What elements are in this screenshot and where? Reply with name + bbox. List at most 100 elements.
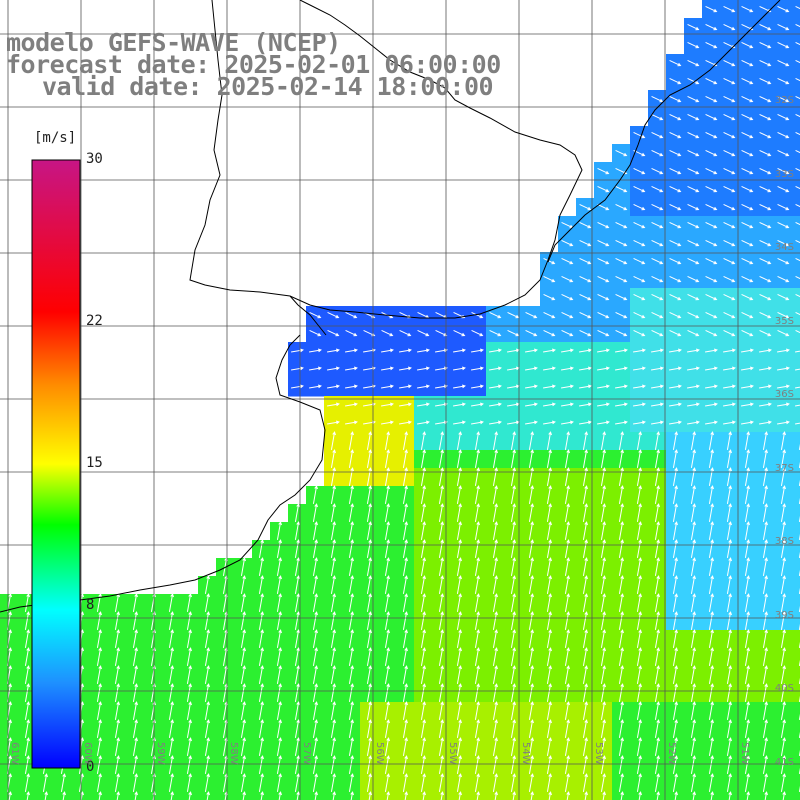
wind-arrow (618, 539, 624, 558)
wind-arrow (780, 521, 786, 540)
wind-cell (180, 792, 199, 800)
wind-arrow (741, 114, 754, 121)
wind-arrow (672, 593, 678, 612)
wind-arrow (348, 539, 354, 558)
wind-arrow (381, 366, 394, 371)
wind-arrow (294, 665, 300, 684)
wind-arrow (726, 467, 732, 486)
wind-arrow (98, 791, 102, 800)
wind-arrow (543, 384, 556, 389)
wind-arrow (636, 485, 642, 504)
wind-arrow (795, 150, 800, 154)
wind-arrow (530, 791, 534, 800)
wind-arrow (708, 773, 714, 792)
wind-arrow (417, 384, 430, 389)
wind-arrow (24, 665, 30, 684)
wind-arrow (242, 791, 246, 800)
wind-arrow (759, 330, 772, 337)
wind-arrow (348, 665, 354, 684)
wind-arrow (780, 701, 786, 720)
wind-arrow (705, 384, 718, 389)
wind-arrow (690, 755, 696, 774)
wind-arrow (546, 611, 552, 630)
wind-arrow (348, 755, 354, 774)
wind-arrow (345, 312, 358, 319)
wind-arrow (402, 593, 408, 612)
wind-arrow (564, 665, 570, 684)
wind-arrow (456, 503, 462, 522)
wind-arrow (440, 791, 444, 800)
wind-arrow (381, 384, 394, 389)
wind-arrow (744, 503, 750, 522)
wind-arrow (759, 258, 772, 265)
wind-arrow (438, 683, 444, 702)
wind-arrow (674, 791, 678, 800)
wind-arrow (507, 330, 520, 337)
wind-arrow (615, 222, 628, 229)
wind-arrow (759, 60, 772, 67)
wind-arrow (723, 186, 736, 193)
wind-arrow (708, 701, 714, 720)
colorbar-tick-label: 0 (86, 759, 95, 775)
wind-arrow (402, 557, 408, 576)
wind-arrow (672, 737, 678, 756)
wind-arrow (564, 557, 570, 576)
wind-arrow (618, 593, 624, 612)
wind-arrow (633, 384, 646, 389)
wind-arrow (777, 312, 790, 319)
wind-arrow (687, 402, 700, 407)
wind-arrow (330, 557, 336, 576)
wind-cell (792, 126, 800, 145)
wind-arrow (420, 539, 426, 558)
wind-arrow (744, 647, 750, 666)
wind-arrow (795, 24, 800, 28)
wind-arrow (636, 755, 642, 774)
wind-arrow (528, 575, 534, 594)
wind-arrow (291, 384, 304, 389)
wind-arrow (636, 467, 642, 486)
wind-arrow (636, 449, 642, 468)
wind-arrow (618, 647, 624, 666)
wind-arrow (690, 683, 696, 702)
wind-arrow (741, 222, 754, 229)
wind-arrow (795, 78, 800, 82)
wind-arrow (276, 683, 282, 702)
wind-arrow (528, 629, 534, 648)
wind-arrow (546, 539, 552, 558)
wind-arrow (780, 539, 786, 558)
wind-arrow (618, 665, 624, 684)
wind-arrow (546, 449, 552, 468)
wind-arrow (744, 467, 750, 486)
wind-arrow (381, 402, 394, 407)
wind-arrow (528, 683, 534, 702)
wind-arrow (636, 701, 642, 720)
wind-arrow (651, 402, 664, 407)
wind-arrow (525, 330, 538, 337)
wind-arrow (762, 557, 768, 576)
wind-arrow (654, 539, 660, 558)
wind-arrow (312, 539, 318, 558)
wind-arrow (348, 647, 354, 666)
wind-cell (792, 342, 800, 361)
wind-cell (522, 792, 541, 800)
wind-cell (792, 468, 800, 487)
wind-arrow (402, 737, 408, 756)
wind-arrow (348, 485, 354, 504)
wind-arrow (600, 521, 606, 540)
wind-arrow (705, 204, 718, 211)
wind-arrow (384, 593, 390, 612)
wind-arrow (134, 791, 138, 800)
wind-arrow (327, 312, 340, 319)
wind-arrow (206, 791, 210, 800)
coastline (0, 0, 781, 613)
wind-arrow (762, 431, 768, 450)
wind-arrow (168, 593, 174, 612)
wind-arrow (762, 665, 768, 684)
wind-arrow (579, 330, 592, 337)
wind-arrow (456, 485, 462, 504)
wind-arrow (402, 719, 408, 738)
wind-arrow (690, 611, 696, 630)
wind-arrow (276, 575, 282, 594)
wind-arrow (276, 647, 282, 666)
wind-arrow (741, 366, 754, 371)
